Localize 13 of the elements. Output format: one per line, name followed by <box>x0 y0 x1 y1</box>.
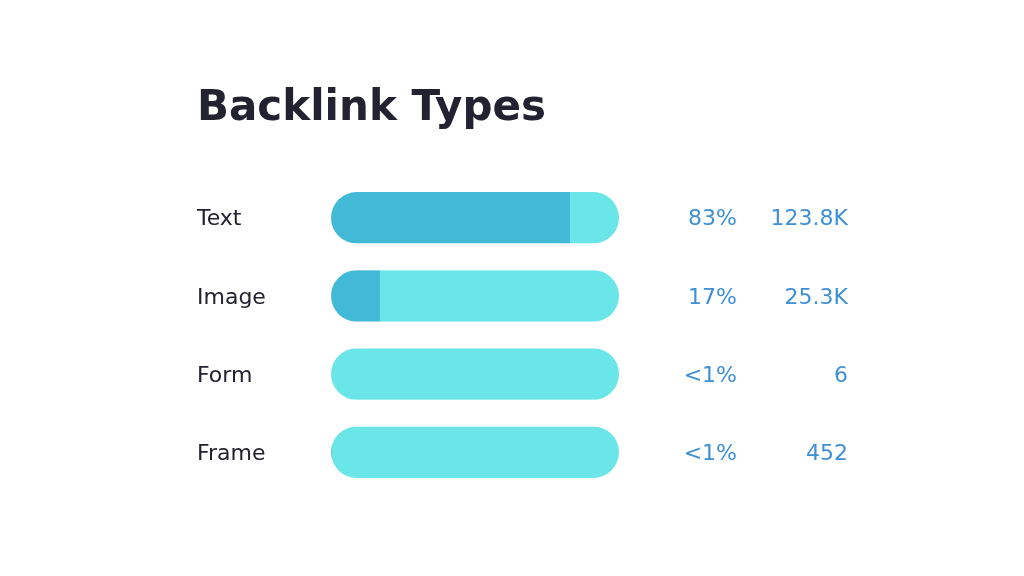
data-label: <1% <box>683 439 737 465</box>
chart-title: Backlink Types <box>197 81 547 130</box>
y-tick-label: Frame <box>197 439 266 465</box>
y-tick-label: Image <box>197 283 266 309</box>
text: 123.8K <box>770 205 849 231</box>
y-tick-label: Form <box>197 361 253 387</box>
data-label: <1% <box>683 361 737 387</box>
text: 6 <box>834 361 848 387</box>
data-label: 17% <box>688 283 737 309</box>
text: 452 <box>806 439 848 465</box>
data-label: 83% <box>688 205 737 231</box>
y-tick-label: Text <box>196 205 242 231</box>
text: 25.3K <box>784 283 849 309</box>
